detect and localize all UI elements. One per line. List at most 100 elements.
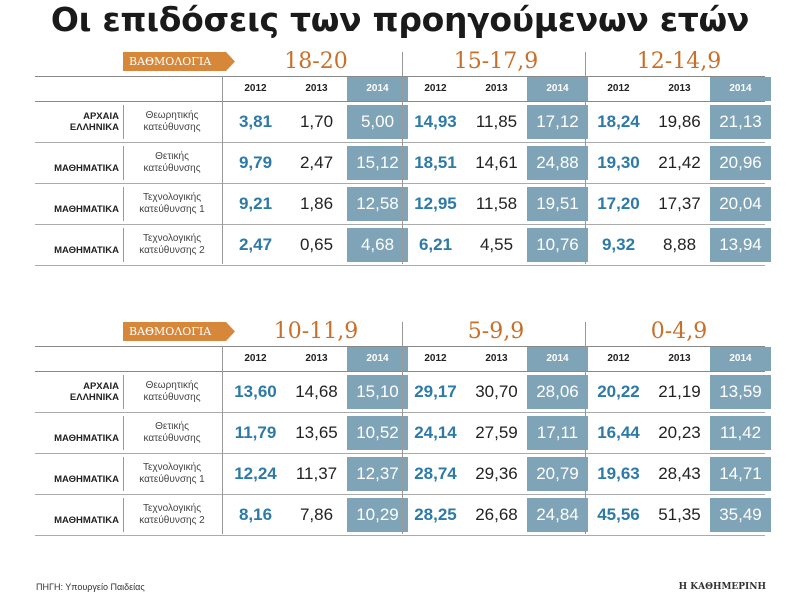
value-cell: 13,60 [234,382,277,401]
value-cell: 2,47 [299,153,334,172]
year-label: 2012 [607,353,630,364]
value-cell: 20,23 [658,423,701,442]
year-label: 2014 [710,347,771,371]
value-cell: 4,55 [479,235,514,254]
value-cell: 13,59 [710,375,771,409]
score-panel: ΒΑΘΜΟΛΟΓΙΑ 10-11,9 5-9,9 0-4,9 2012 2013 2014 2… [35,318,771,536]
value-cell: 35,49 [710,498,771,532]
year-label: 2013 [305,353,328,364]
value-cell: 17,20 [597,194,640,213]
grade-range-heading: 10-11,9 [273,319,359,344]
panel-header: ΒΑΘΜΟΛΟΓΙΑ 18-20 15-17,9 12-14,9 [35,48,765,76]
value-cell: 30,70 [475,382,518,401]
value-cell: 12,95 [414,194,457,213]
grade-range-heading: 18-20 [284,49,348,74]
group-divider [222,76,223,264]
value-cell: 2,47 [238,235,273,254]
value-cell: 8,88 [662,235,697,254]
subject-label: ΜΑΘΗΜΑΤΙΚΑ [35,163,119,174]
source-note: ΠΗΓΗ: Υπουργείο Παιδείας [36,582,145,592]
group-divider [402,52,403,264]
value-cell: 20,04 [710,187,771,221]
group-divider [402,322,403,534]
year-label: 2012 [607,83,630,94]
value-cell: 18,24 [597,112,640,131]
value-cell: 19,51 [527,187,588,221]
value-cell: 29,17 [414,382,457,401]
year-label: 2014 [527,347,588,371]
brand-logo-text: Η ΚΑΘΗΜΕΡΙΝΗ [678,582,766,592]
value-cell: 20,96 [710,146,771,180]
value-cell: 11,85 [475,112,518,131]
subject-label-line: ΜΑΘΗΜΑΤΙΚΑ [54,474,119,485]
group-divider [222,346,223,534]
value-cell: 16,44 [597,423,640,442]
year-label: 2013 [485,353,508,364]
table-row: ΑΡΧΑΙΑ ΕΛΛΗΝΙΚΑ Θεωρητικής κατεύθυνσης 3,81 1… [35,102,771,143]
subject-label: ΑΡΧΑΙΑ ΕΛΛΗΝΙΚΑ [35,111,119,133]
year-label: 2012 [244,83,267,94]
value-cell: 10,29 [347,498,408,532]
subject-label: ΜΑΘΗΜΑΤΙΚΑ [35,204,119,215]
year-header-row: 2012 2013 2014 2012 2013 2014 2012 2013 2014 [35,76,771,102]
subject-label: ΜΑΘΗΜΑΤΙΚΑ [35,515,119,526]
value-cell: 26,68 [475,505,518,524]
subject-label-line: ΑΡΧΑΙΑ [83,111,119,122]
subject-label-line: ΜΑΘΗΜΑΤΙΚΑ [54,163,119,174]
value-cell: 17,37 [658,194,701,213]
track-label-line: κατεύθυνσης [143,392,201,403]
track-label-line: Τεχνολογικής [142,462,202,473]
subject-label: ΑΡΧΑΙΑ ΕΛΛΗΝΙΚΑ [35,381,119,403]
table-row: ΜΑΘΗΜΑΤΙΚΑ Θετικής κατεύθυνσης 9,79 2,47 15,1… [35,143,771,184]
subject-label-line: ΕΛΛΗΝΙΚΑ [69,122,119,133]
value-cell: 24,88 [527,146,588,180]
track-label: Θετικής κατεύθυνσης [123,416,220,450]
year-header-row: 2012 2013 2014 2012 2013 2014 2012 2013 2014 [35,346,771,372]
year-label: 2013 [668,83,691,94]
subject-label-line: ΜΑΘΗΜΑΤΙΚΑ [54,204,119,215]
value-cell: 7,86 [299,505,334,524]
value-cell: 5,00 [347,105,408,139]
panel-header: ΒΑΘΜΟΛΟΓΙΑ 10-11,9 5-9,9 0-4,9 [35,318,765,346]
grade-range-heading: 12-14,9 [636,49,722,74]
year-label: 2013 [485,83,508,94]
value-cell: 29,36 [475,464,518,483]
year-label: 2014 [710,77,771,101]
value-cell: 21,13 [710,105,771,139]
subject-label: ΜΑΘΗΜΑΤΙΚΑ [35,474,119,485]
track-label-line: κατεύθυνσης 1 [139,204,205,215]
year-label: 2012 [424,83,447,94]
value-cell: 14,68 [295,382,338,401]
year-label: 2013 [305,83,328,94]
track-label-line: κατεύθυνσης 2 [139,245,205,256]
value-cell: 9,32 [601,235,636,254]
subject-label: ΜΑΘΗΜΑΤΙΚΑ [35,433,119,444]
subject-label-line: ΜΑΘΗΜΑΤΙΚΑ [54,515,119,526]
value-cell: 51,35 [658,505,701,524]
value-cell: 14,61 [475,153,518,172]
table-row: ΜΑΘΗΜΑΤΙΚΑ Τεχνολογικής κατεύθυνσης 2 2,47 0… [35,225,771,266]
subject-label-line: ΜΑΘΗΜΑΤΙΚΑ [54,433,119,444]
track-label-line: Τεχνολογικής [142,503,202,514]
value-cell: 4,68 [347,228,408,262]
value-cell: 19,30 [597,153,640,172]
value-cell: 18,51 [414,153,457,172]
track-label: Θετικής κατεύθυνσης [123,146,220,180]
value-cell: 15,10 [347,375,408,409]
grade-label-badge: ΒΑΘΜΟΛΟΓΙΑ [123,322,235,341]
value-cell: 28,43 [658,464,701,483]
value-cell: 13,94 [710,228,771,262]
year-label: 2012 [244,353,267,364]
value-cell: 27,59 [475,423,518,442]
value-cell: 24,84 [527,498,588,532]
value-cell: 11,79 [234,423,277,442]
table-row: ΑΡΧΑΙΑ ΕΛΛΗΝΙΚΑ Θεωρητικής κατεύθυνσης 13,60… [35,372,771,413]
value-cell: 10,52 [347,416,408,450]
value-cell: 21,19 [658,382,701,401]
table-row: ΜΑΘΗΜΑΤΙΚΑ Θετικής κατεύθυνσης 11,79 13,65 10… [35,413,771,454]
value-cell: 8,16 [238,505,273,524]
value-cell: 10,76 [527,228,588,262]
value-cell: 45,56 [597,505,640,524]
value-cell: 11,58 [475,194,518,213]
track-label: Θεωρητικής κατεύθυνσης [123,375,220,409]
